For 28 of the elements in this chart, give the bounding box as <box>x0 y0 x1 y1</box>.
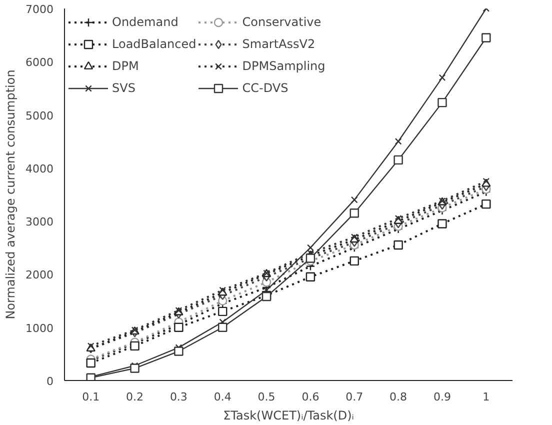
y-axis-title: Normalized average current consumption <box>4 70 18 320</box>
y-tick-label: 7000 <box>26 3 54 16</box>
x-tick-label: 1 <box>482 390 490 404</box>
x-tick-label: 0.1 <box>82 390 100 404</box>
x-tick-label: 0.7 <box>346 390 364 404</box>
legend-label: Conservative <box>242 15 322 29</box>
y-tick-label: 6000 <box>26 56 54 70</box>
y-tick-label: 1000 <box>26 322 54 335</box>
y-tick-label: 4000 <box>26 162 54 176</box>
x-axis-title: ΣTask(WCET)ᵢ/Task(D)ᵢ <box>223 408 354 422</box>
x-tick-label: 0.4 <box>214 390 232 404</box>
x-tick-label: 0.5 <box>258 390 276 404</box>
y-tick-label: 0 <box>46 375 54 388</box>
x-tick-label: 0.2 <box>126 390 144 404</box>
legend-label: SVS <box>112 81 136 95</box>
legend-label: CC-DVS <box>242 81 288 95</box>
y-tick-label: 3000 <box>26 216 54 229</box>
y-tick-label: 5000 <box>26 109 54 122</box>
legend-label: LoadBalanced <box>112 37 196 51</box>
x-tick-label: 0.8 <box>390 390 408 404</box>
x-tick-label: 0.6 <box>302 390 320 404</box>
legend-label: Ondemand <box>112 15 178 29</box>
legend-label: DPM <box>112 59 139 73</box>
x-tick-label: 0.3 <box>170 390 188 404</box>
legend-label: DPMSampling <box>242 59 326 73</box>
legend-label: SmartAssV2 <box>242 37 316 51</box>
y-tick-label: 2000 <box>26 268 54 282</box>
x-tick-label: 0.9 <box>433 390 451 404</box>
